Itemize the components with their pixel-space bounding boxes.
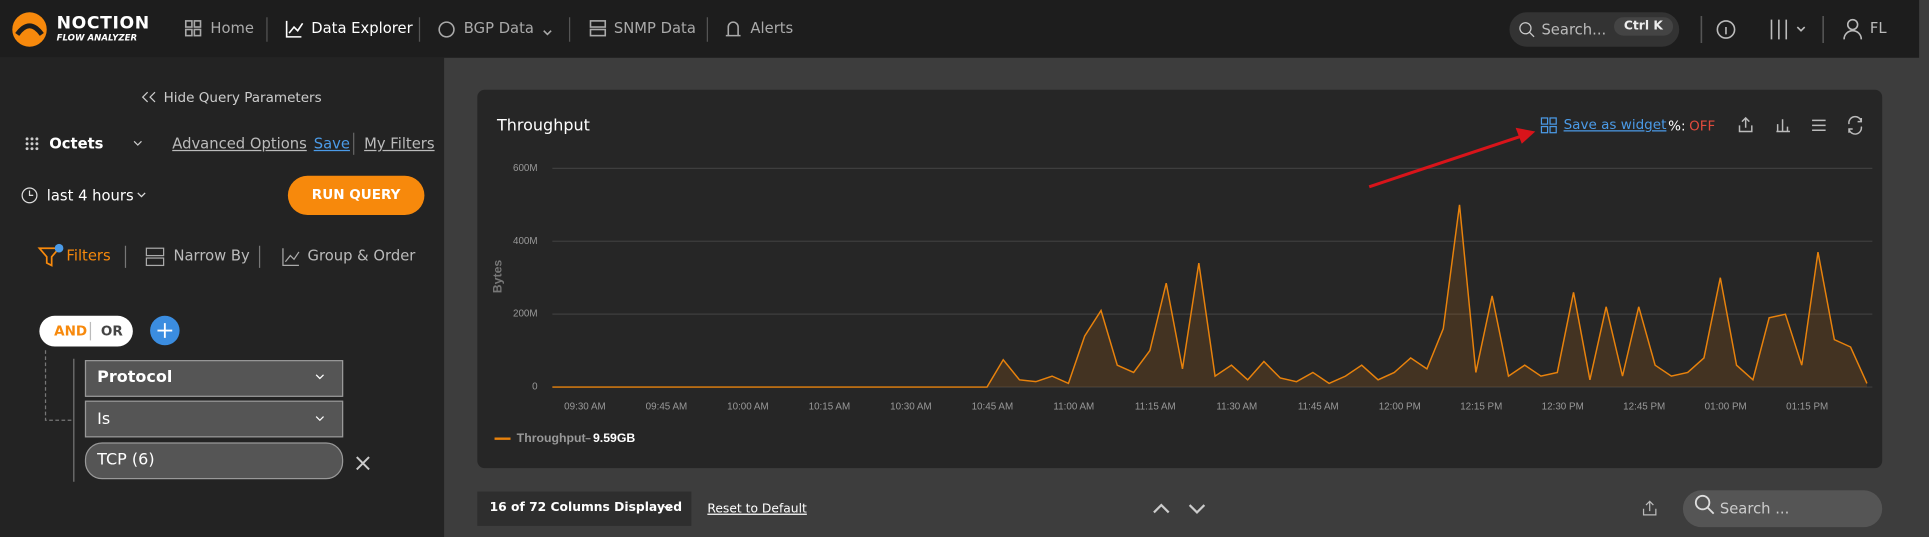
nav-right-icons — [1700, 15, 1863, 44]
grid-icon — [25, 137, 39, 151]
filter-operator-text: Is — [97, 410, 111, 429]
tab-icons — [37, 243, 300, 268]
x-tick-label: 10:00 AM — [727, 401, 769, 412]
x-tick-label: 01:15 PM — [1786, 401, 1828, 412]
y-tick-label: 0 — [532, 382, 538, 393]
chevron — [133, 140, 142, 146]
logo-subtitle: FLOW ANALYZER — [56, 33, 138, 44]
nav-snmp-data[interactable]: SNMP Data — [613, 19, 696, 37]
clock-icon — [21, 187, 38, 204]
filter-tree — [44, 315, 370, 482]
nav-icons — [184, 17, 741, 42]
footer-search-placeholder: Search ... — [1719, 500, 1790, 518]
y-tick-label: 600M — [513, 163, 538, 174]
chevron — [315, 374, 324, 380]
panel-icons — [1738, 115, 1863, 135]
hide-chevrons — [140, 90, 157, 105]
x-tick-label: 11:15 AM — [1135, 401, 1176, 412]
footer-search[interactable] — [1682, 490, 1883, 528]
y-tick-label: 400M — [513, 236, 538, 247]
hide-query-params[interactable]: Hide Query Parameters — [163, 89, 322, 106]
metric-select[interactable]: Octets — [49, 135, 104, 153]
filter-operator[interactable] — [84, 400, 344, 438]
percent-label: %: — [1668, 117, 1686, 134]
x-tick-label: 09:30 AM — [564, 401, 606, 412]
filter-field-text: Protocol — [97, 368, 173, 388]
x-tick-label: 11:00 AM — [1053, 401, 1094, 412]
save-as-widget[interactable]: Save as widget — [1563, 116, 1667, 133]
nav-data-explorer[interactable]: Data Explorer — [311, 19, 413, 37]
filter-value[interactable] — [84, 442, 344, 480]
logic-or[interactable]: OR — [100, 323, 123, 340]
chart-panel — [477, 89, 1883, 469]
filter-field[interactable] — [84, 360, 344, 397]
x-tick-label: 11:30 AM — [1216, 401, 1257, 412]
x-tick-label: 01:00 PM — [1705, 401, 1747, 412]
nav-alerts[interactable]: Alerts — [750, 19, 794, 37]
logo-icon — [12, 12, 47, 47]
x-tick-label: 09:45 AM — [646, 401, 688, 412]
separator — [89, 321, 92, 341]
search-placeholder: Search... — [1541, 20, 1607, 39]
x-tick-label: 11:45 AM — [1298, 401, 1339, 412]
chevron — [137, 192, 146, 198]
x-tick-label: 12:00 PM — [1379, 401, 1421, 412]
nav-home[interactable]: Home — [210, 19, 254, 37]
tab-filters[interactable]: Filters — [66, 246, 111, 265]
run-query-button[interactable]: RUN QUERY — [287, 175, 425, 216]
filter-value-text: TCP (6) — [97, 450, 155, 470]
y-axis-label: Bytes — [490, 260, 504, 294]
panel-title: Throughput — [497, 116, 590, 136]
x-tick-label: 10:45 AM — [972, 401, 1014, 412]
area — [552, 204, 1867, 388]
tab-narrow-by[interactable]: Narrow By — [173, 246, 250, 265]
user-initials[interactable]: FL — [1869, 19, 1887, 37]
x-tick-label: 12:45 PM — [1623, 401, 1665, 412]
columns-select[interactable] — [477, 491, 692, 526]
nav-bgp-data[interactable]: BGP Data — [463, 19, 534, 37]
percent-toggle[interactable]: OFF — [1689, 117, 1716, 134]
search-icon — [1519, 22, 1535, 38]
tab-group-order[interactable]: Group & Order — [307, 246, 416, 265]
separator — [353, 132, 355, 155]
chevron — [315, 416, 324, 422]
line — [552, 204, 1868, 388]
search-icon — [1694, 494, 1715, 515]
y-tick-label: 200M — [513, 309, 538, 320]
sort-arrows[interactable] — [1149, 499, 1211, 519]
logic-toggle — [39, 315, 133, 347]
logic-and[interactable]: AND — [54, 323, 88, 340]
x-tick-label: 10:30 AM — [890, 401, 932, 412]
my-filters[interactable]: My Filters — [364, 135, 435, 153]
columns-text: 16 of 72 Columns Displayed — [489, 501, 683, 515]
chart: Bytes 0 200M 400M 600M 09:30 AM 09:45 AM 10:00… — [490, 163, 1873, 445]
legend-total: 9.59GB — [593, 431, 635, 445]
x-tick-label: 12:30 PM — [1542, 401, 1584, 412]
x-tick-label: 10:15 AM — [809, 401, 851, 412]
time-range[interactable]: last 4 hours — [46, 186, 134, 204]
reset-default[interactable]: Reset to Default — [707, 502, 807, 517]
chevron — [663, 505, 673, 511]
x-tick-label: 12:15 PM — [1460, 401, 1502, 412]
export-icon[interactable] — [1640, 499, 1660, 519]
shortcut: Ctrl K — [1614, 17, 1673, 36]
save-link[interactable]: Save — [313, 135, 350, 153]
widget-icon — [1540, 117, 1557, 134]
advanced-options[interactable]: Advanced Options — [172, 135, 307, 153]
legend-label: Throughput — [517, 431, 586, 445]
logo-title: NOCTION — [56, 13, 150, 34]
